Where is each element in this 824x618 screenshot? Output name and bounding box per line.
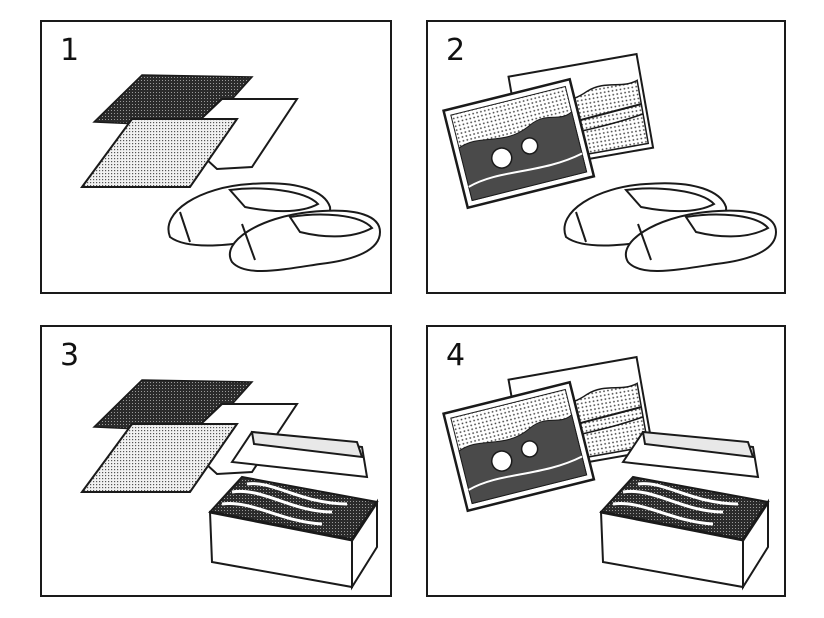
panel-number: 2 bbox=[446, 33, 466, 68]
panel-3: 3 bbox=[40, 325, 392, 597]
photographs-icon bbox=[442, 355, 655, 512]
panel-number: 1 bbox=[60, 33, 80, 68]
panel-4: 4 bbox=[426, 325, 786, 597]
panel-2: 2 bbox=[426, 20, 786, 294]
photographs-icon bbox=[442, 52, 655, 209]
panel-number: 3 bbox=[60, 338, 80, 373]
slippers-icon bbox=[563, 182, 777, 272]
panel-number: 4 bbox=[446, 338, 466, 373]
fabric-swatches-icon bbox=[81, 74, 298, 188]
panel-1: 1 bbox=[40, 20, 392, 294]
slippers-icon bbox=[167, 182, 381, 272]
